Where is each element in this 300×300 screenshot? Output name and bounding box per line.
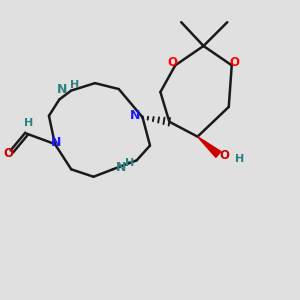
Text: H: H	[70, 80, 79, 90]
Text: O: O	[219, 148, 229, 162]
Polygon shape	[198, 136, 221, 158]
Text: H: H	[124, 158, 134, 168]
Text: N: N	[57, 82, 68, 96]
Text: O: O	[167, 56, 177, 69]
Text: N: N	[51, 136, 62, 149]
Text: H: H	[23, 118, 33, 128]
Text: N: N	[116, 161, 126, 174]
Text: H: H	[235, 154, 244, 164]
Text: N: N	[130, 109, 140, 122]
Text: O: O	[4, 147, 14, 161]
Text: O: O	[230, 56, 240, 69]
